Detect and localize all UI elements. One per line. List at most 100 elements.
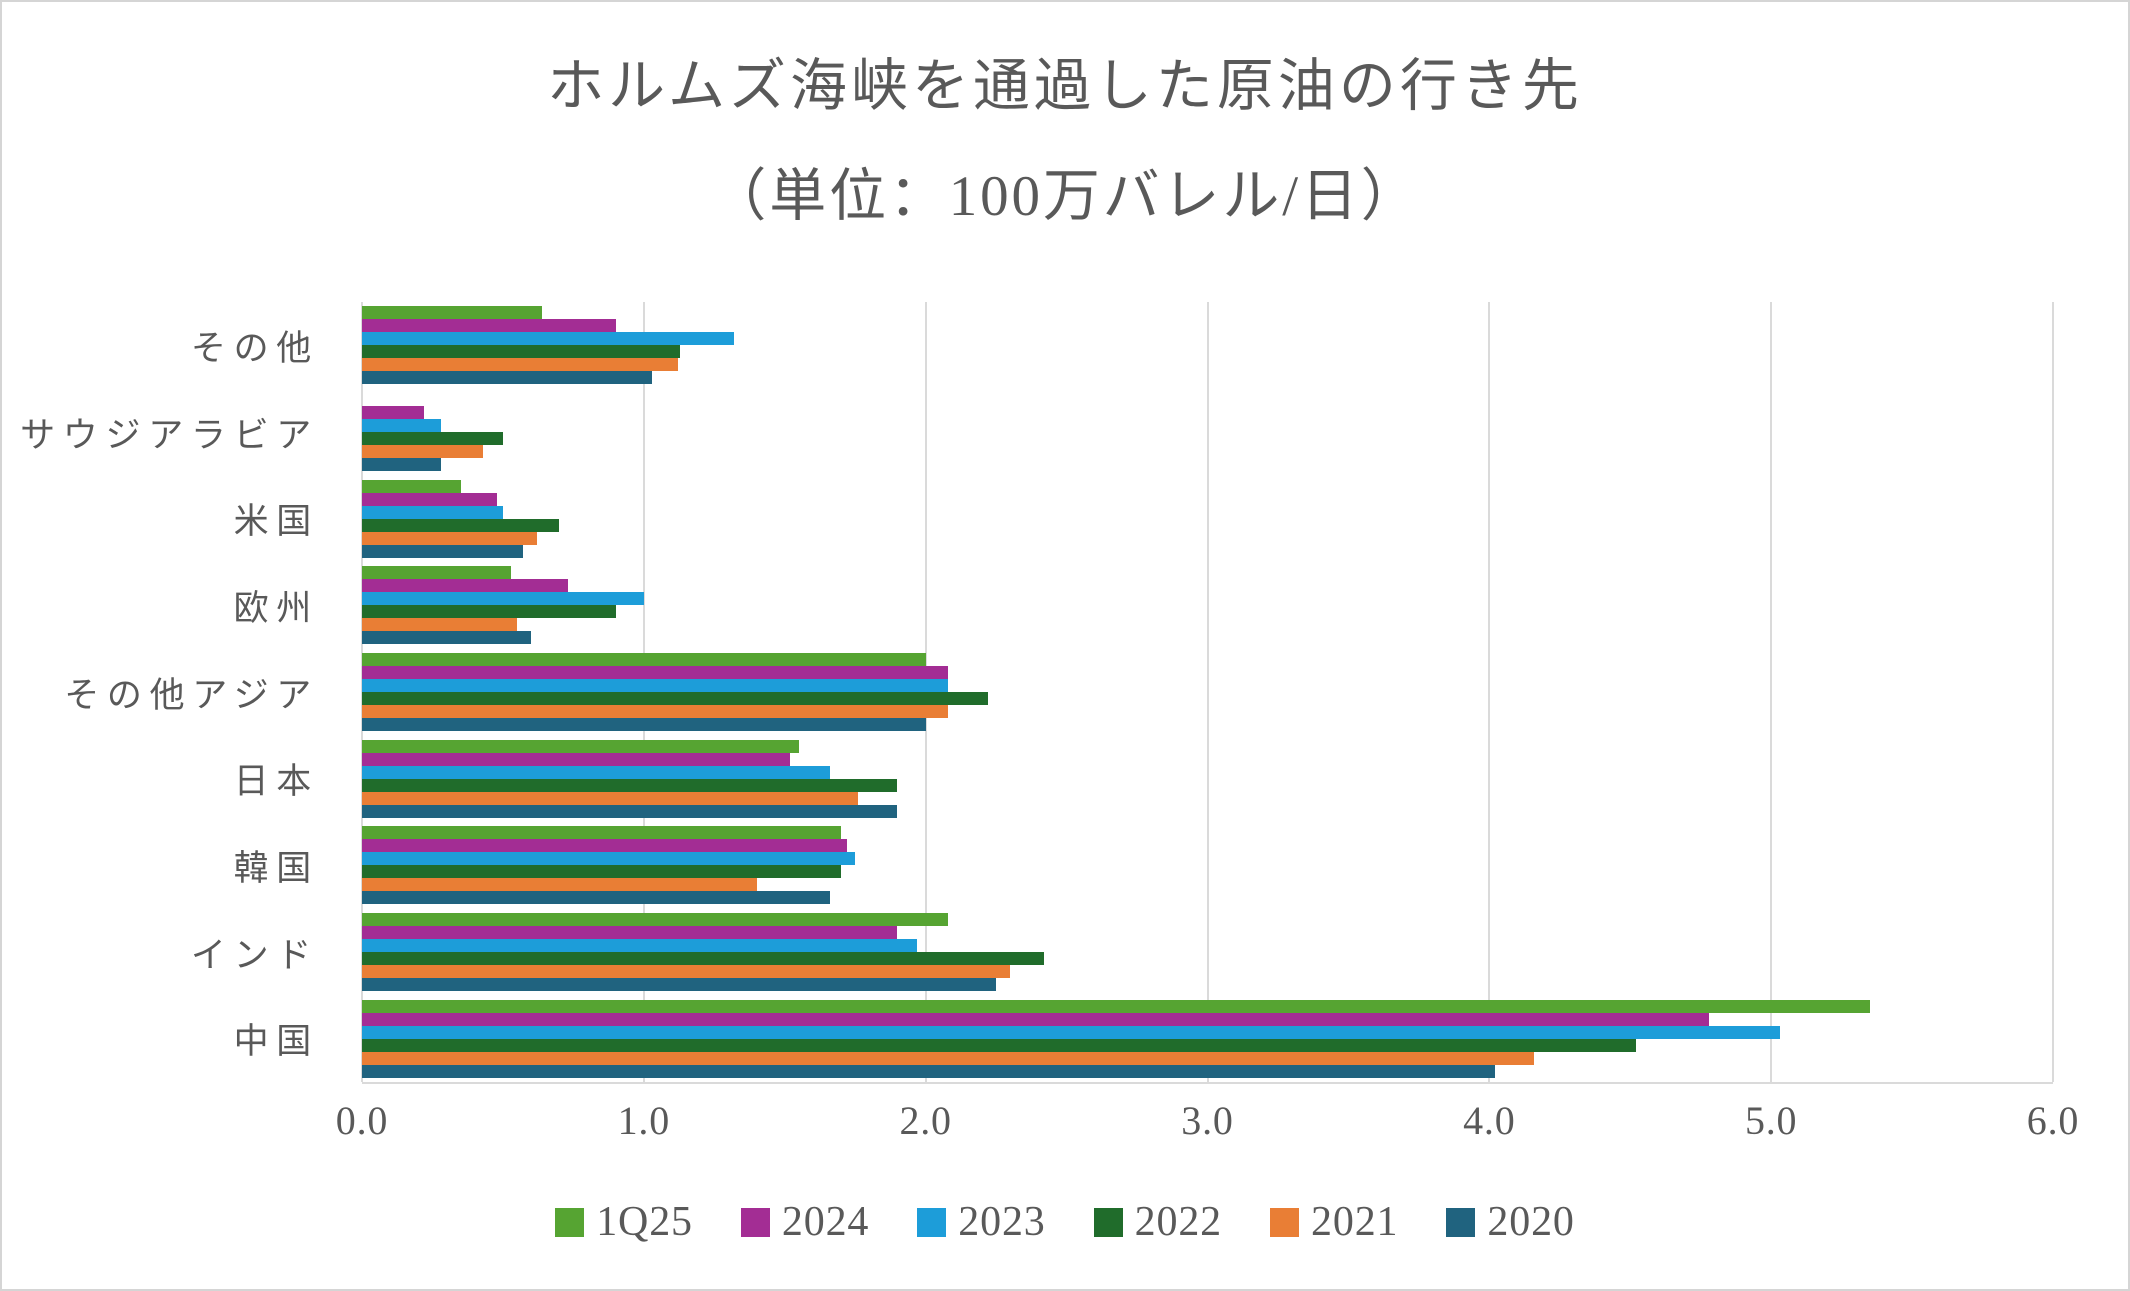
legend-label: 1Q25 — [596, 1199, 693, 1245]
bar-2022 — [362, 692, 988, 706]
bar-2023 — [362, 419, 441, 432]
bar-2020 — [362, 544, 523, 558]
bar-2024 — [362, 666, 949, 680]
bar-2022 — [362, 865, 842, 879]
legend-label: 2023 — [958, 1199, 1046, 1245]
x-tick-label: 4.0 — [1463, 1098, 1516, 1143]
bar-2021 — [362, 358, 678, 372]
x-tick-label: 5.0 — [1744, 1098, 1798, 1143]
category-label: 米国 — [233, 502, 319, 542]
bar-2022 — [362, 345, 681, 359]
category-row — [362, 562, 2053, 649]
bar-2022 — [362, 605, 616, 619]
bar-2022 — [362, 1038, 1636, 1052]
bar-2024 — [362, 752, 791, 766]
bar-1Q25 — [362, 306, 543, 320]
gridline — [1206, 302, 1209, 1082]
plot-area — [361, 302, 2054, 1084]
bar-2020 — [362, 804, 898, 818]
x-tick-label: 3.0 — [1181, 1098, 1234, 1143]
bar-2021 — [362, 445, 484, 458]
bar-2022 — [362, 518, 560, 532]
bar-2021 — [362, 705, 949, 719]
bar-2021 — [362, 965, 1011, 979]
category-label: 欧州 — [233, 588, 319, 628]
bar-2024 — [362, 406, 424, 419]
category-label: 韓国 — [233, 848, 319, 888]
category-label: 中国 — [233, 1022, 319, 1062]
x-axis-tick-labels: 0.0 1.0 2.0 3.0 4.0 5.0 6.0 — [336, 1097, 2079, 1147]
bar-2024 — [362, 1012, 1710, 1026]
bar-1Q25 — [362, 999, 1870, 1013]
bar-1Q25 — [362, 826, 842, 840]
chart-title-line2: （単位：100万バレル/日） — [709, 165, 1421, 228]
legend-swatch — [917, 1207, 947, 1237]
legend-item: 2021 — [1270, 1198, 1398, 1246]
bar-2024 — [362, 579, 568, 593]
legend-swatch — [555, 1207, 585, 1237]
bar-2020 — [362, 978, 997, 992]
bar-2023 — [362, 592, 644, 606]
bar-1Q25 — [362, 653, 926, 667]
bar-2021 — [362, 791, 859, 805]
bar-rows — [362, 302, 2053, 1082]
bar-1Q25 — [362, 913, 949, 927]
x-tick-label: 1.0 — [617, 1098, 671, 1143]
bar-2023 — [362, 332, 735, 346]
bar-2020 — [362, 458, 441, 471]
category-label: サウジアラビア — [20, 415, 319, 455]
gridline — [2052, 302, 2054, 1082]
bar-2023 — [362, 852, 856, 866]
legend-item: 1Q25 — [555, 1198, 693, 1246]
bar-2024 — [362, 926, 898, 940]
category-label: その他アジア — [64, 675, 319, 715]
bar-2020 — [362, 631, 532, 645]
bar-2023 — [362, 1025, 1780, 1039]
category-label: 日本 — [233, 762, 319, 802]
bar-2022 — [362, 432, 503, 445]
category-row — [362, 735, 2053, 822]
legend-item: 2024 — [740, 1198, 870, 1246]
bar-2023 — [362, 765, 830, 779]
bar-1Q25 — [362, 739, 799, 753]
legend-label: 2021 — [1311, 1199, 1399, 1245]
legend-label: 2020 — [1487, 1199, 1575, 1245]
gridline — [1488, 302, 1491, 1082]
bar-1Q25 — [362, 566, 512, 580]
bar-2022 — [362, 952, 1045, 966]
legend-swatch — [1093, 1207, 1123, 1237]
bar-1Q25 — [362, 479, 461, 493]
legend-label: 2024 — [781, 1199, 870, 1245]
category-row — [362, 909, 2053, 996]
legend-item: 2022 — [1093, 1198, 1222, 1246]
category-row — [362, 475, 2053, 562]
bar-2023 — [362, 939, 918, 953]
category-row — [362, 389, 2053, 476]
chart-title-line1: ホルムズ海峡を通過した原油の行き先 — [547, 55, 1583, 118]
category-row — [362, 822, 2053, 909]
gridline — [1770, 302, 1773, 1082]
category-row — [362, 649, 2053, 736]
bar-2021 — [362, 618, 517, 632]
x-tick-label: 0.0 — [335, 1098, 389, 1143]
legend-swatch — [740, 1207, 770, 1237]
bar-2023 — [362, 679, 949, 693]
category-axis-labels: その他サウジアラビア米国欧州その他アジア日本韓国インド中国 — [2, 302, 337, 1082]
bar-2021 — [362, 1051, 1535, 1065]
legend-item: 2020 — [1446, 1198, 1574, 1246]
bar-2024 — [362, 492, 498, 506]
bar-2020 — [362, 371, 653, 385]
bar-2021 — [362, 531, 537, 545]
bar-2022 — [362, 778, 898, 792]
legend-item: 2023 — [917, 1198, 1045, 1246]
legend-swatch — [1446, 1207, 1476, 1237]
bar-2020 — [362, 1064, 1495, 1078]
bar-2024 — [362, 839, 847, 853]
bar-2020 — [362, 891, 830, 905]
category-label: その他 — [190, 328, 319, 368]
bar-2020 — [362, 718, 926, 732]
category-row — [362, 995, 2053, 1082]
category-label: インド — [190, 935, 319, 975]
legend: 1Q25 2024 2023 2022 2021 2020 — [2, 1198, 2128, 1246]
